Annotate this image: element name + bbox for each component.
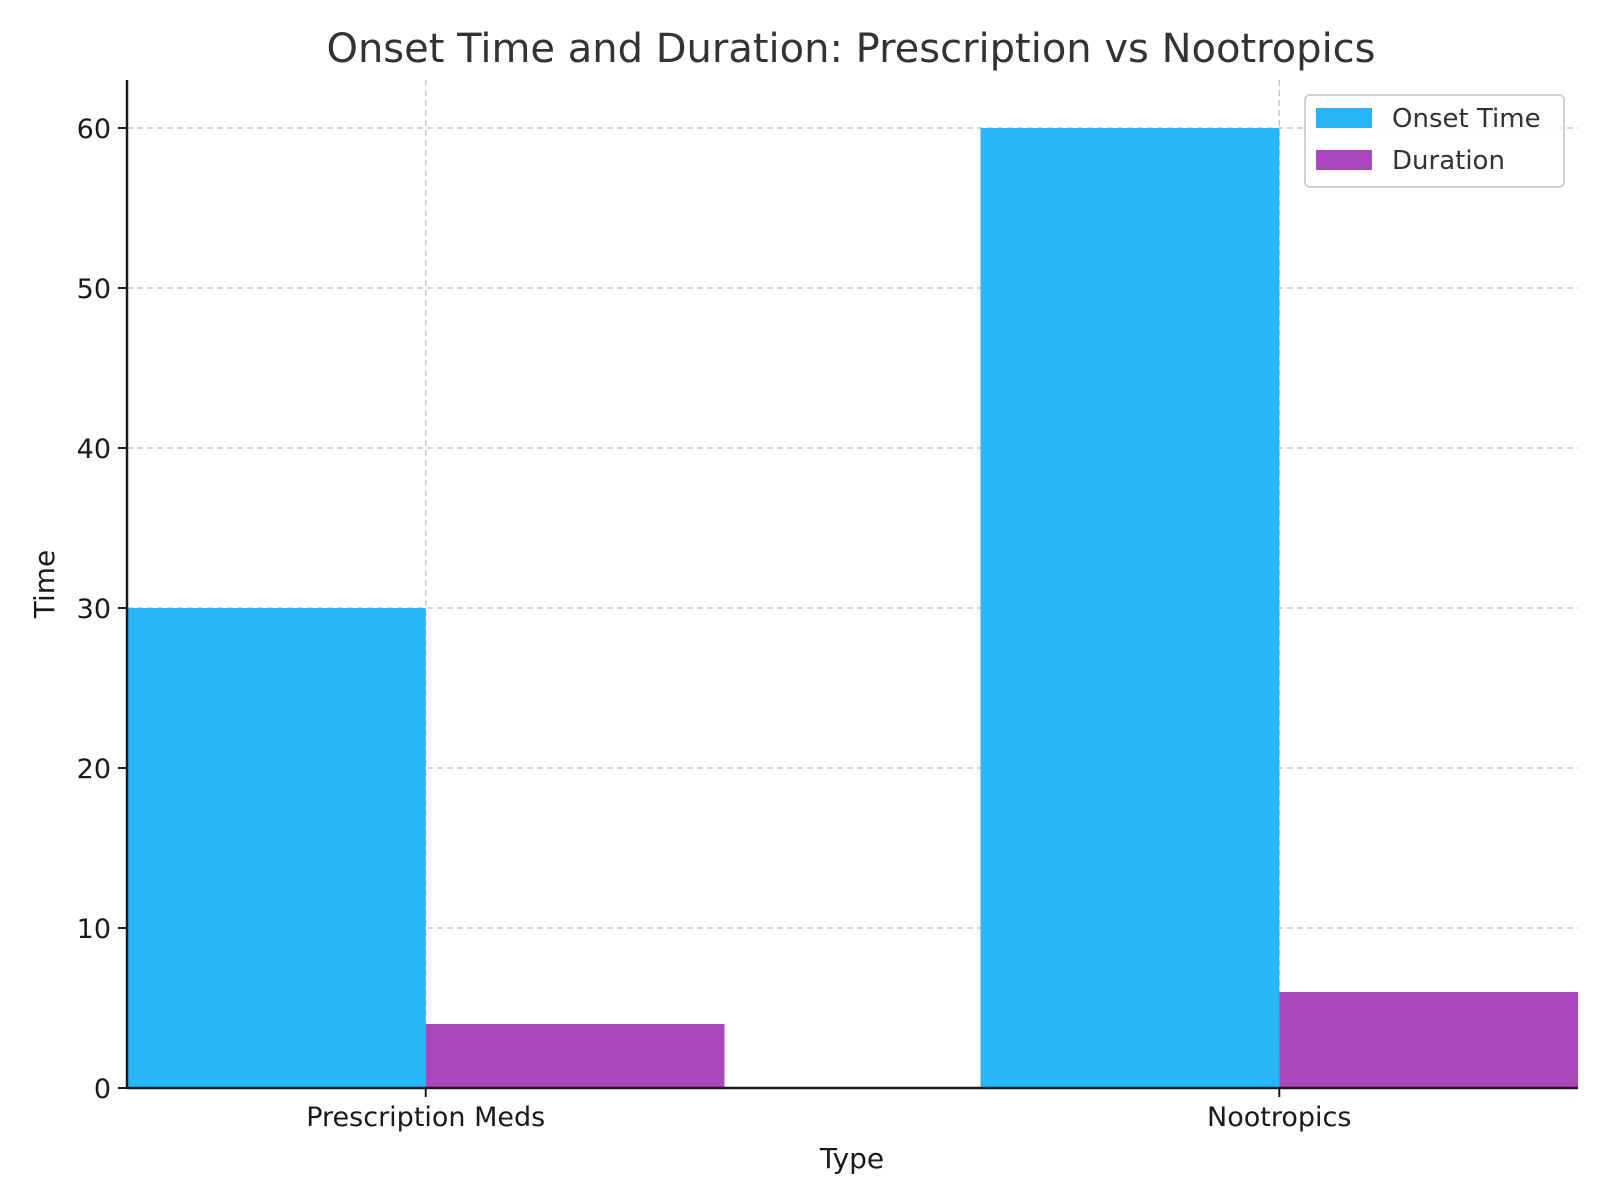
y-axis-label: Time bbox=[28, 550, 61, 620]
axes bbox=[125, 80, 1578, 1090]
y-tick-label-30: 30 bbox=[77, 594, 111, 625]
bars bbox=[127, 128, 1578, 1088]
x-tick-label-nootropics: Nootropics bbox=[1207, 1102, 1351, 1133]
bar-duration-nootropics bbox=[1279, 992, 1578, 1088]
y-axis-ticks: 0 10 20 30 40 50 60 bbox=[77, 114, 127, 1105]
bar-onset-time-prescription-meds bbox=[127, 608, 426, 1088]
y-tick-label-40: 40 bbox=[77, 434, 111, 465]
bar-duration-prescription-meds bbox=[425, 1024, 725, 1088]
legend-swatch-onset-time bbox=[1316, 108, 1372, 128]
y-tick-label-20: 20 bbox=[77, 754, 111, 785]
y-tick-label-50: 50 bbox=[77, 274, 111, 305]
chart-title: Onset Time and Duration: Prescription vs… bbox=[326, 26, 1375, 72]
x-axis-label: Type bbox=[819, 1142, 884, 1175]
legend: Onset Time Duration bbox=[1304, 94, 1565, 188]
x-axis-ticks: Prescription Meds Nootropics bbox=[306, 1088, 1351, 1133]
y-tick-label-10: 10 bbox=[77, 914, 111, 945]
x-tick-label-prescription-meds: Prescription Meds bbox=[306, 1102, 545, 1133]
y-tick-label-60: 60 bbox=[77, 114, 111, 145]
legend-label-duration: Duration bbox=[1392, 146, 1505, 176]
bar-onset-time-nootropics bbox=[980, 128, 1280, 1088]
y-tick-label-0: 0 bbox=[94, 1074, 111, 1105]
legend-label-onset-time: Onset Time bbox=[1392, 104, 1541, 134]
legend-swatch-duration bbox=[1316, 150, 1372, 170]
